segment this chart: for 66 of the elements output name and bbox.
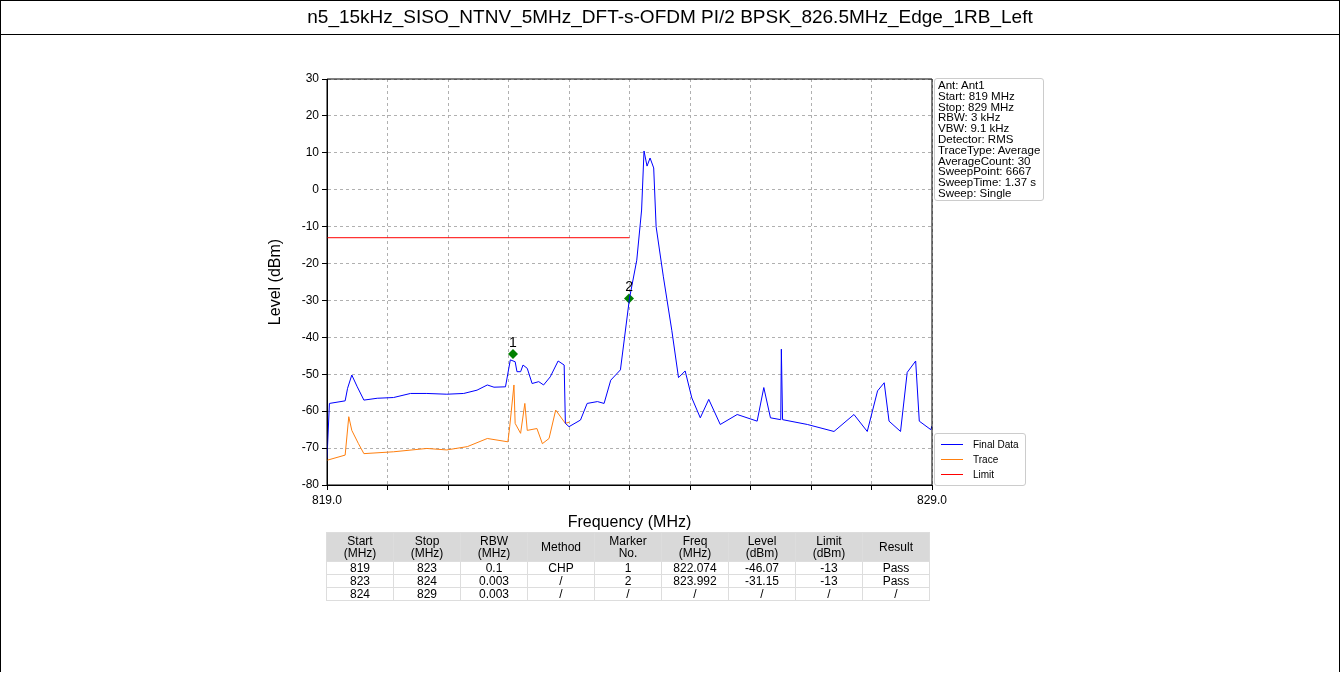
y-tick-label: -40 bbox=[301, 329, 320, 344]
text: 824 bbox=[326, 587, 394, 601]
text: / bbox=[594, 587, 662, 601]
category-label: Start (MHz) bbox=[326, 532, 394, 562]
annotation: 2 bbox=[625, 278, 634, 295]
text: Ant: Ant1 bbox=[938, 79, 985, 91]
text: Detector: RMS bbox=[938, 132, 1014, 145]
text: CHP bbox=[527, 561, 595, 575]
text: / bbox=[795, 587, 863, 601]
category-label: Limit (dBm) bbox=[795, 532, 863, 562]
text: 2 bbox=[594, 574, 662, 588]
text: SweepPoint: 6667 bbox=[938, 165, 1032, 178]
category-label: Marker No. bbox=[594, 532, 662, 562]
text: 823.992 bbox=[661, 574, 729, 588]
text: TraceType: Average bbox=[938, 143, 1041, 156]
text: -31.15 bbox=[728, 574, 796, 588]
legend-label: Limit bbox=[973, 469, 995, 480]
text: 0.1 bbox=[460, 561, 528, 575]
text: Pass bbox=[862, 574, 930, 588]
text: 829 bbox=[393, 587, 461, 601]
x-tick-label: 829.0 bbox=[916, 492, 948, 507]
y-tick-label: -10 bbox=[301, 218, 320, 233]
text: 823 bbox=[326, 574, 394, 588]
y-tick-label: 10 bbox=[305, 145, 320, 160]
y-tick-label: 20 bbox=[305, 108, 320, 123]
text: 1 bbox=[594, 561, 662, 575]
text: Pass bbox=[862, 561, 930, 575]
text: -46.07 bbox=[728, 561, 796, 575]
legend-label: Trace bbox=[973, 454, 999, 465]
text: / bbox=[527, 587, 595, 601]
text: VBW: 9.1 kHz bbox=[938, 122, 1010, 135]
annotation: 1 bbox=[509, 333, 518, 350]
text: 0.003 bbox=[460, 574, 528, 588]
text: 819 bbox=[326, 561, 394, 575]
y-axis-title: Level (dBm) bbox=[266, 238, 284, 326]
text: Start: 819 MHz bbox=[938, 89, 1015, 102]
text: / bbox=[862, 587, 930, 601]
text: 824 bbox=[393, 574, 461, 588]
category-label: Level (dBm) bbox=[728, 532, 796, 562]
text: 822.074 bbox=[661, 561, 729, 575]
text: / bbox=[527, 574, 595, 588]
y-tick-label: 30 bbox=[305, 71, 320, 86]
text: / bbox=[728, 587, 796, 601]
text: RBW: 3 kHz bbox=[938, 111, 1001, 124]
text: 0.003 bbox=[460, 587, 528, 601]
text: Stop: 829 MHz bbox=[938, 100, 1015, 113]
category-label: Method bbox=[527, 532, 595, 562]
y-tick-label: -20 bbox=[301, 255, 320, 270]
text: -13 bbox=[795, 574, 863, 588]
category-label: Freq (MHz) bbox=[661, 532, 729, 562]
y-tick-label: -30 bbox=[301, 292, 320, 307]
y-tick-label: 0 bbox=[312, 182, 320, 197]
text: -13 bbox=[795, 561, 863, 575]
text: 823 bbox=[393, 561, 461, 575]
text: / bbox=[661, 587, 729, 601]
x-axis-title: Frequency (MHz) bbox=[567, 512, 692, 530]
x-tick-label: 819.0 bbox=[311, 492, 343, 507]
y-tick-label: -70 bbox=[301, 440, 320, 455]
category-label: RBW (MHz) bbox=[460, 532, 528, 562]
y-tick-label: -60 bbox=[301, 403, 320, 418]
chart-title: n5_15kHz_SISO_NTNV_5MHz_DFT-s-OFDM PI/2 BPSK_826.5MHz_Edge_1RB_Left bbox=[0, 0, 1340, 35]
legend-label: Final Data bbox=[973, 439, 1019, 450]
category-label: Stop (MHz) bbox=[393, 532, 461, 562]
y-tick-label: -80 bbox=[301, 477, 320, 492]
y-tick-label: -50 bbox=[301, 366, 320, 381]
category-label: Result bbox=[862, 532, 930, 562]
